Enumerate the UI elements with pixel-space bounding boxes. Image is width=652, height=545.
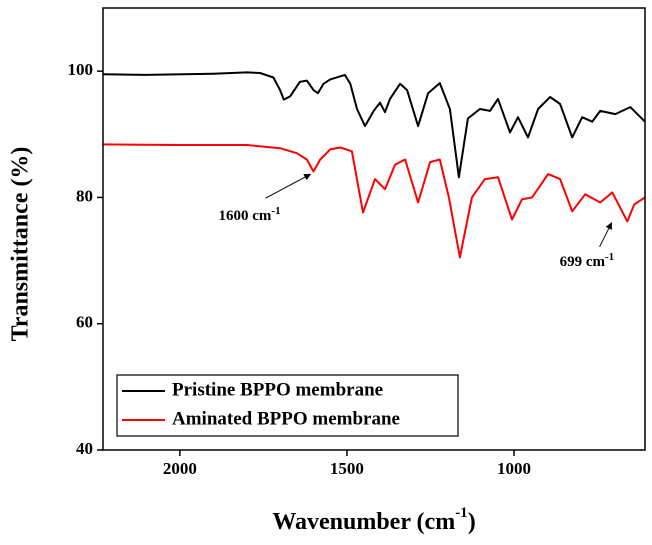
x-axis-label-sup: -1 <box>455 505 468 521</box>
x-axis-label: Wavenumber (cm-1) <box>272 505 475 534</box>
x-axis-label-tail: ) <box>468 509 476 535</box>
y-tick-label: 60 <box>76 313 93 332</box>
spectrum-line <box>102 143 646 259</box>
spectrum-line <box>102 71 646 179</box>
y-tick-label: 100 <box>68 60 94 79</box>
x-tick-label: 1000 <box>497 459 531 478</box>
y-tick-label: 40 <box>76 439 93 458</box>
plot-frame <box>102 7 646 451</box>
annotation-arrow <box>599 222 613 248</box>
x-tick-label: 1500 <box>330 459 364 478</box>
legend-box <box>116 374 459 437</box>
legend-label: Pristine BPPO membrane <box>172 379 383 400</box>
annotation-arrow <box>265 173 312 199</box>
annotation: 699 cm-1 <box>560 250 615 270</box>
annotation-text: 699 cm <box>560 254 606 270</box>
x-tick-label: 2000 <box>163 459 197 478</box>
annotation-text: 1600 cm <box>219 209 272 225</box>
y-axis-label: Transmittance (%) <box>8 147 34 342</box>
annotation: 1600 cm-1 <box>219 205 281 225</box>
annotation-sup: -1 <box>605 250 614 262</box>
annotation-sup: -1 <box>271 205 280 217</box>
x-axis-label-text: Wavenumber (cm <box>272 509 455 535</box>
legend-label: Aminated BPPO membrane <box>172 408 400 429</box>
y-tick-label: 80 <box>76 186 93 205</box>
